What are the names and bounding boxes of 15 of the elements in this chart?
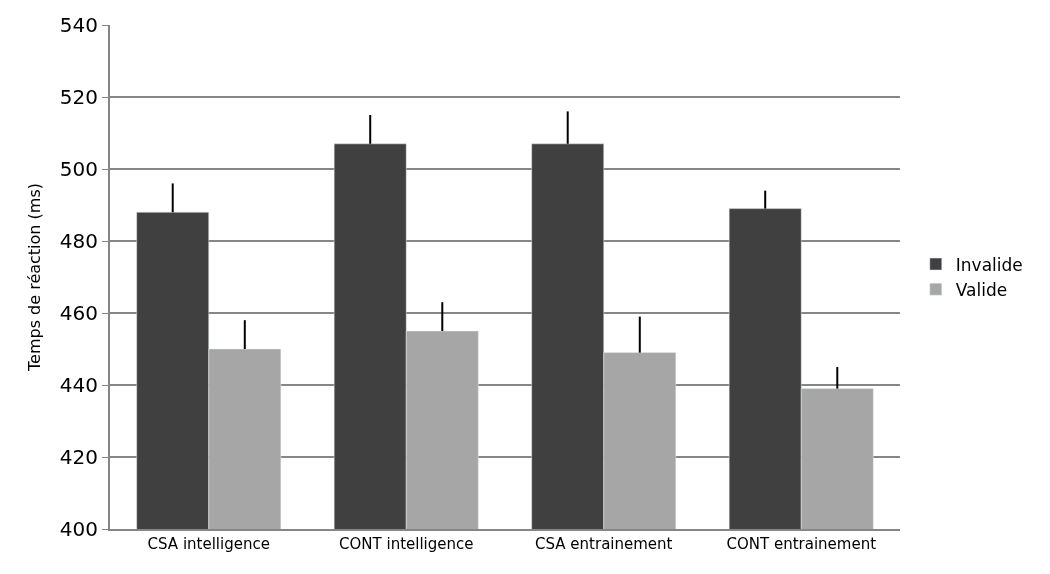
legend-label: Invalide bbox=[955, 254, 1023, 275]
legend-label: Valide bbox=[955, 279, 1008, 300]
x-tick-label: CSA intelligence bbox=[147, 535, 270, 553]
y-axis-title: Temps de réaction (ms) bbox=[25, 183, 45, 372]
y-tick-label: 460 bbox=[59, 301, 98, 325]
y-tick-label: 520 bbox=[59, 85, 98, 109]
y-tick-label: 480 bbox=[59, 229, 98, 253]
y-tick-label: 440 bbox=[59, 373, 98, 397]
x-tick-label: CONT intelligence bbox=[339, 535, 474, 553]
x-tick-label: CSA entrainement bbox=[535, 535, 673, 553]
y-tick-label: 500 bbox=[59, 157, 98, 181]
y-tick-label: 420 bbox=[59, 445, 98, 469]
y-tick-label: 400 bbox=[59, 517, 98, 541]
x-tick-label: CONT entrainement bbox=[726, 535, 877, 553]
y-tick-label: 540 bbox=[59, 13, 98, 37]
